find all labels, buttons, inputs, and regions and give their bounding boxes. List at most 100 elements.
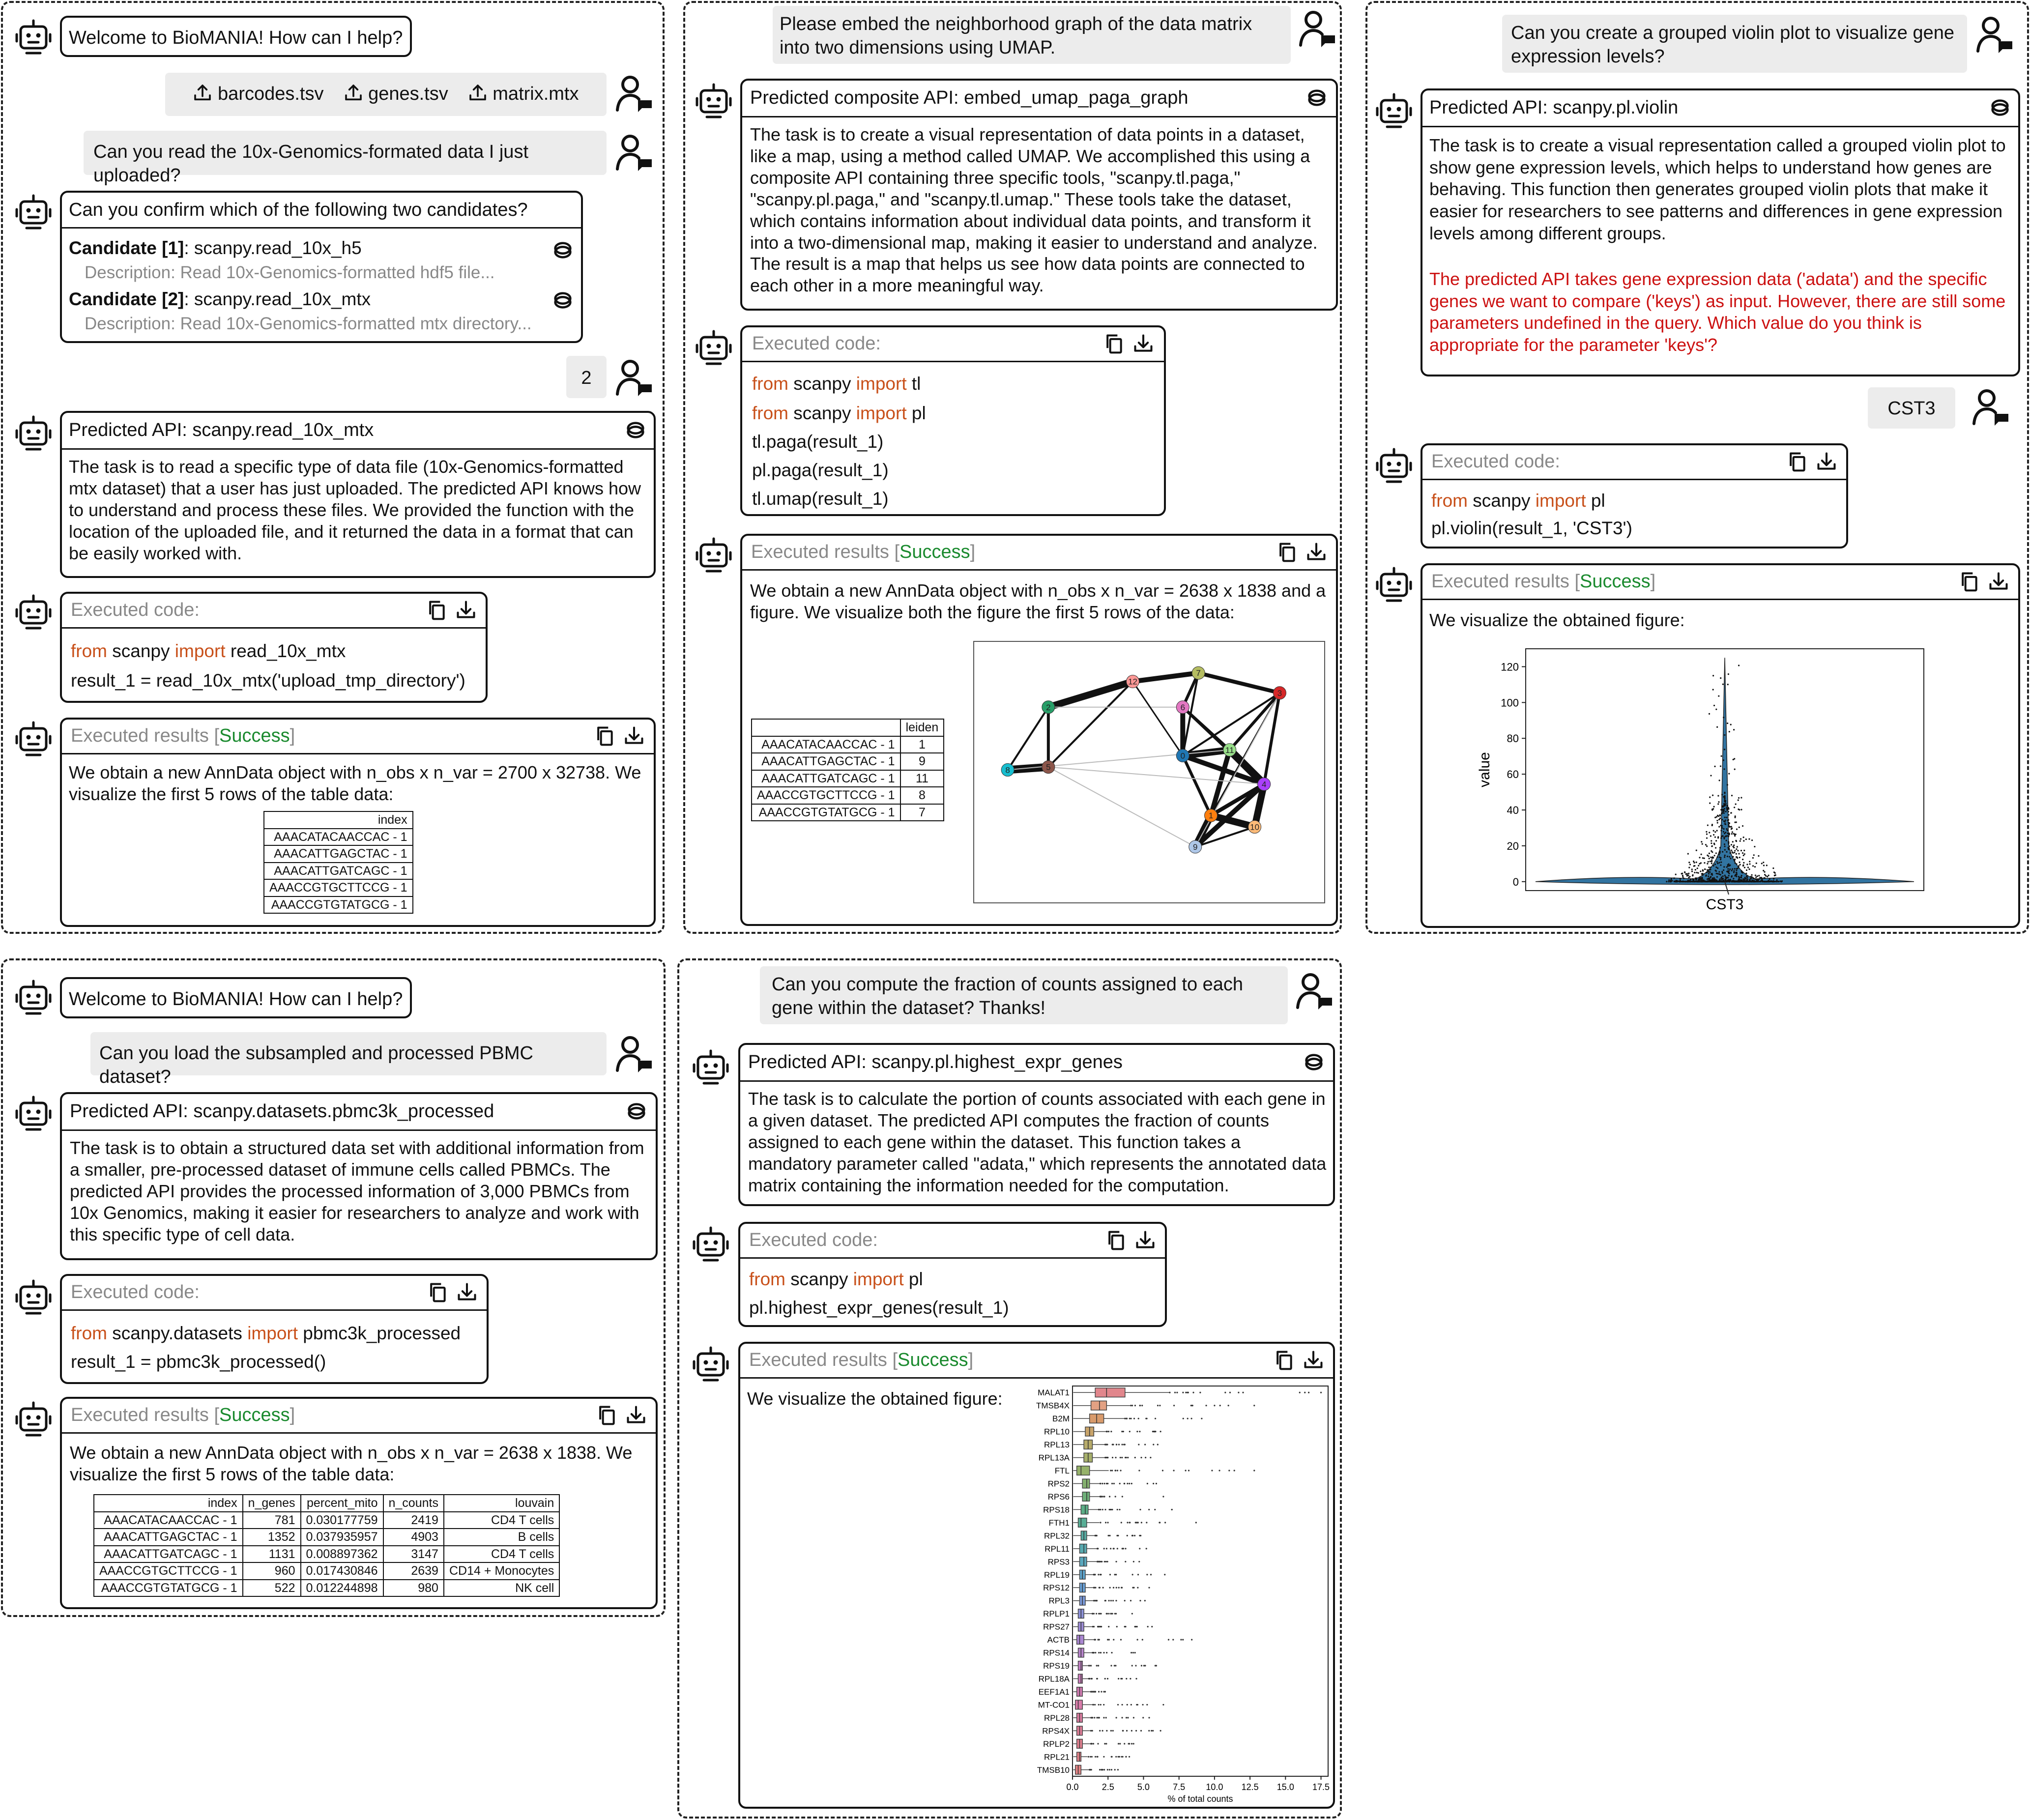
violin-point: [1730, 812, 1732, 814]
violin-point: [1712, 865, 1714, 867]
violin-point: [1721, 872, 1723, 874]
download-icon[interactable]: [1988, 571, 2009, 592]
api-link-icon[interactable]: [551, 239, 574, 261]
copy-icon[interactable]: [594, 725, 615, 747]
violin-point: [1743, 862, 1745, 864]
box: [1079, 1557, 1087, 1567]
download-icon[interactable]: [625, 1404, 647, 1426]
violin-point: [1722, 835, 1724, 837]
box-outlier: [1169, 1391, 1171, 1393]
copy-icon[interactable]: [1105, 1229, 1127, 1251]
violin-outlier: [1726, 722, 1729, 724]
box-outlier: [1107, 1639, 1109, 1641]
violin-point: [1714, 847, 1717, 849]
api-link-icon[interactable]: [1989, 96, 2011, 119]
graph-node: [1204, 809, 1218, 822]
violin-point: [1668, 881, 1670, 883]
api-link-icon[interactable]: [1303, 1051, 1325, 1073]
box-outlier: [1211, 1470, 1213, 1472]
box-outlier: [1115, 1456, 1117, 1459]
download-icon[interactable]: [1816, 451, 1837, 472]
code-line: from scanpy import pl: [752, 403, 926, 423]
violin-point: [1722, 851, 1724, 853]
download-icon[interactable]: [623, 725, 645, 747]
copy-icon[interactable]: [1958, 571, 1980, 592]
violin-point: [1733, 878, 1735, 880]
box-outlier: [1133, 1587, 1135, 1589]
user-answer: 2: [566, 356, 607, 398]
violin-point: [1716, 861, 1718, 863]
violin-point: [1765, 881, 1767, 883]
user-answer: CST3: [1868, 387, 1955, 429]
graph-node: [1042, 760, 1055, 774]
file-chip[interactable]: barcodes.tsv: [193, 83, 324, 106]
copy-icon[interactable]: [1103, 333, 1125, 354]
box-outlier: [1103, 1496, 1105, 1498]
violin-point: [1723, 843, 1726, 845]
box-outlier: [1092, 1704, 1094, 1706]
box-outlier: [1118, 1756, 1121, 1758]
copy-icon[interactable]: [1786, 451, 1808, 472]
violin-point: [1726, 851, 1728, 853]
violin-point: [1711, 881, 1712, 883]
copy-icon[interactable]: [427, 1281, 448, 1303]
violin-point: [1738, 867, 1740, 868]
api-link-icon[interactable]: [624, 419, 647, 441]
file-chip[interactable]: matrix.mtx: [468, 83, 579, 106]
violin-point: [1772, 881, 1774, 883]
copy-icon[interactable]: [1276, 541, 1298, 563]
box-outlier: [1122, 1756, 1124, 1758]
box-outlier: [1105, 1560, 1107, 1562]
candidate-api[interactable]: : scanpy.read_10x_mtx: [184, 289, 371, 309]
api-link-icon[interactable]: [625, 1100, 648, 1123]
user-message: Can you load the subsampled and processe…: [90, 1032, 607, 1087]
box-outlier: [1171, 1508, 1173, 1511]
download-icon[interactable]: [455, 599, 477, 621]
violin-point: [1670, 879, 1672, 881]
x-tick-label: 5.0: [1137, 1782, 1150, 1792]
violin-point: [1724, 791, 1726, 793]
violin-point: [1734, 815, 1736, 817]
box-outlier: [1159, 1405, 1161, 1407]
y-tick-label: 120: [1501, 661, 1519, 673]
download-icon[interactable]: [1132, 333, 1154, 354]
violin-point: [1733, 880, 1735, 882]
box-outlier: [1152, 1431, 1154, 1433]
upload-icon: [344, 83, 363, 103]
violin-outlier: [1727, 673, 1729, 675]
box-outlier: [1134, 1651, 1136, 1654]
violin-point: [1729, 864, 1731, 866]
status-success: Success: [899, 542, 970, 562]
box-outlier: [1126, 1677, 1128, 1680]
download-icon[interactable]: [1303, 1349, 1324, 1371]
gene-label: EEF1A1: [1039, 1687, 1070, 1697]
violin-point: [1736, 828, 1738, 830]
violin-point: [1748, 868, 1750, 870]
violin-outlier: [1737, 799, 1739, 801]
copy-icon[interactable]: [596, 1404, 617, 1426]
bot-icon: [14, 18, 53, 57]
violin-point: [1729, 856, 1731, 858]
bot-icon: [1374, 565, 1414, 605]
violin-point: [1714, 831, 1716, 833]
box-outlier: [1129, 1482, 1131, 1485]
box-outlier: [1153, 1444, 1155, 1445]
box-outlier: [1195, 1522, 1197, 1524]
box-outlier: [1115, 1444, 1118, 1445]
copy-icon[interactable]: [1273, 1349, 1295, 1371]
candidate-api[interactable]: : scanpy.read_10x_h5: [184, 238, 362, 258]
api-link-icon[interactable]: [1305, 87, 1328, 109]
copy-icon[interactable]: [426, 599, 447, 621]
violin-point: [1728, 814, 1730, 816]
candidates-question: Can you confirm which of the following t…: [69, 200, 528, 220]
box-outlier: [1114, 1769, 1116, 1771]
x-tick-label: 0.0: [1066, 1782, 1078, 1792]
download-icon[interactable]: [1134, 1229, 1156, 1251]
download-icon[interactable]: [456, 1281, 478, 1303]
box-outlier: [1108, 1600, 1110, 1602]
violin-point: [1726, 866, 1728, 868]
api-link-icon[interactable]: [551, 289, 574, 312]
code-line: tl.paga(result_1): [752, 432, 884, 452]
download-icon[interactable]: [1305, 541, 1327, 563]
file-chip[interactable]: genes.tsv: [344, 83, 448, 106]
